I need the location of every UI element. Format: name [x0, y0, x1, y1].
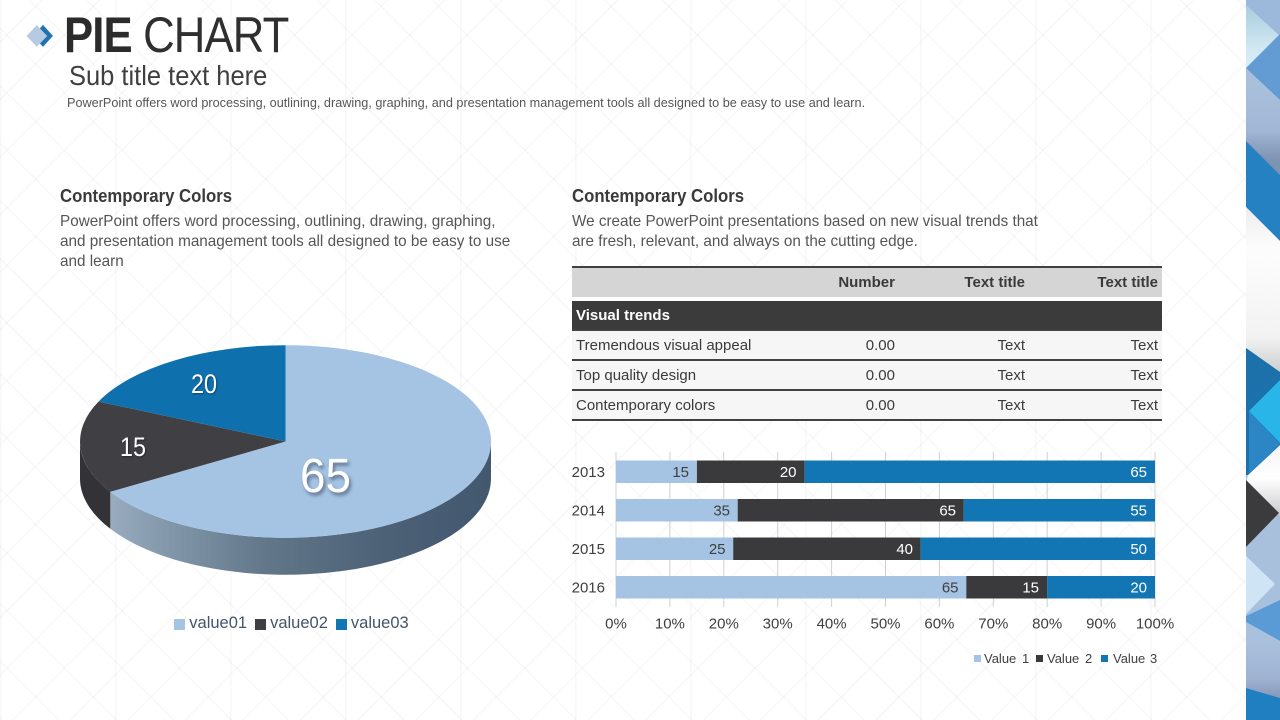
svg-text:40%: 40%	[817, 616, 847, 633]
svg-text:50%: 50%	[870, 616, 900, 633]
svg-text:20: 20	[1130, 580, 1147, 597]
svg-text:20: 20	[191, 369, 217, 399]
svg-text:1: 1	[1022, 651, 1029, 666]
svg-text:15: 15	[1022, 580, 1039, 597]
svg-text:10%: 10%	[655, 616, 685, 633]
svg-text:65: 65	[942, 580, 959, 597]
svg-text:70%: 70%	[978, 616, 1008, 633]
svg-text:2: 2	[1085, 651, 1092, 666]
svg-text:65: 65	[1130, 464, 1147, 481]
svg-text:20: 20	[780, 464, 797, 481]
svg-text:2014: 2014	[572, 503, 605, 520]
svg-text:100%: 100%	[1136, 616, 1174, 633]
svg-text:Value: Value	[1113, 651, 1145, 666]
svg-text:Value: Value	[984, 651, 1016, 666]
svg-text:40: 40	[896, 541, 913, 558]
svg-text:2015: 2015	[572, 541, 605, 558]
svg-text:15: 15	[120, 432, 146, 462]
svg-text:Value: Value	[1047, 651, 1079, 666]
svg-text:30%: 30%	[763, 616, 793, 633]
svg-text:2013: 2013	[572, 464, 605, 481]
svg-text:20%: 20%	[709, 616, 739, 633]
svg-text:60%: 60%	[924, 616, 954, 633]
svg-text:15: 15	[672, 464, 689, 481]
svg-text:65: 65	[300, 450, 351, 503]
svg-text:55: 55	[1130, 503, 1147, 520]
svg-text:65: 65	[939, 503, 956, 520]
svg-text:50: 50	[1130, 541, 1147, 558]
svg-text:80%: 80%	[1032, 616, 1062, 633]
svg-text:35: 35	[713, 503, 730, 520]
svg-text:2016: 2016	[572, 580, 605, 597]
svg-text:90%: 90%	[1086, 616, 1116, 633]
svg-text:3: 3	[1150, 651, 1157, 666]
svg-text:0%: 0%	[605, 616, 627, 633]
svg-text:25: 25	[709, 541, 726, 558]
